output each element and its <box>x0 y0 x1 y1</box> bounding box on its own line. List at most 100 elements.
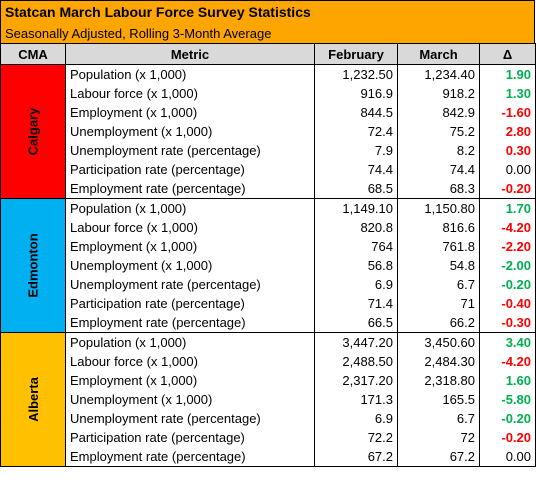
metric-cell[interactable]: Participation rate (percentage) <box>65 294 315 313</box>
table-row: Edmonton Population (x 1,000) 1,149.10 1,15… <box>0 198 536 333</box>
march-cell[interactable]: 1,234.40 <box>397 64 480 84</box>
february-cell[interactable]: 6.9 <box>314 275 398 294</box>
metric-cell[interactable]: Employment (x 1,000) <box>65 371 315 390</box>
march-cell[interactable]: 8.2 <box>397 141 480 160</box>
metric-cell[interactable]: Participation rate (percentage) <box>65 160 315 179</box>
february-cell[interactable]: 6.9 <box>314 409 398 428</box>
table-row: Unemployment (x 1,000) 72.4 75.2 2.80 <box>1 122 536 141</box>
header-row: CMA Metric February March Δ <box>0 43 536 65</box>
header-metric[interactable]: Metric <box>65 43 315 65</box>
metric-cell[interactable]: Employment rate (percentage) <box>65 447 315 467</box>
march-cell[interactable]: 2,318.80 <box>397 371 480 390</box>
delta-cell[interactable]: -5.80 <box>479 390 536 409</box>
metric-cell[interactable]: Employment rate (percentage) <box>65 179 315 199</box>
march-cell[interactable]: 71 <box>397 294 480 313</box>
delta-cell[interactable]: 3.40 <box>479 332 536 352</box>
march-cell[interactable]: 72 <box>397 428 480 447</box>
february-cell[interactable]: 74.4 <box>314 160 398 179</box>
delta-cell[interactable]: 1.70 <box>479 198 536 218</box>
metric-cell[interactable]: Unemployment rate (percentage) <box>65 141 315 160</box>
february-cell[interactable]: 3,447.20 <box>314 332 398 352</box>
metric-cell[interactable]: Labour force (x 1,000) <box>65 218 315 237</box>
delta-cell[interactable]: 0.30 <box>479 141 536 160</box>
march-cell[interactable]: 54.8 <box>397 256 480 275</box>
february-cell[interactable]: 916.9 <box>314 84 398 103</box>
delta-cell[interactable]: -2.00 <box>479 256 536 275</box>
sheet-subtitle[interactable]: Seasonally Adjusted, Rolling 3-Month Ave… <box>5 26 272 41</box>
march-cell[interactable]: 66.2 <box>397 313 480 333</box>
delta-cell[interactable]: -0.20 <box>479 179 536 199</box>
march-cell[interactable]: 816.6 <box>397 218 480 237</box>
sheet-title[interactable]: Statcan March Labour Force Survey Statis… <box>5 4 311 20</box>
february-cell[interactable]: 1,232.50 <box>314 64 398 84</box>
february-cell[interactable]: 72.4 <box>314 122 398 141</box>
metric-cell[interactable]: Unemployment rate (percentage) <box>65 409 315 428</box>
metric-cell[interactable]: Population (x 1,000) <box>65 332 315 352</box>
february-cell[interactable]: 7.9 <box>314 141 398 160</box>
delta-cell[interactable]: 0.00 <box>479 160 536 179</box>
march-cell[interactable]: 918.2 <box>397 84 480 103</box>
delta-cell[interactable]: -1.60 <box>479 103 536 122</box>
march-cell[interactable]: 67.2 <box>397 447 480 467</box>
march-cell[interactable]: 1,150.80 <box>397 198 480 218</box>
delta-cell[interactable]: -0.40 <box>479 294 536 313</box>
february-cell[interactable]: 67.2 <box>314 447 398 467</box>
metric-cell[interactable]: Unemployment (x 1,000) <box>65 256 315 275</box>
delta-cell[interactable]: -0.20 <box>479 428 536 447</box>
delta-cell[interactable]: 1.60 <box>479 371 536 390</box>
february-cell[interactable]: 1,149.10 <box>314 198 398 218</box>
march-cell[interactable]: 74.4 <box>397 160 480 179</box>
delta-cell[interactable]: 0.00 <box>479 447 536 467</box>
header-march[interactable]: March <box>397 43 480 65</box>
march-cell[interactable]: 6.7 <box>397 409 480 428</box>
delta-cell[interactable]: -0.20 <box>479 275 536 294</box>
metric-cell[interactable]: Labour force (x 1,000) <box>65 84 315 103</box>
march-cell[interactable]: 6.7 <box>397 275 480 294</box>
metric-cell[interactable]: Labour force (x 1,000) <box>65 352 315 371</box>
delta-cell[interactable]: -4.20 <box>479 352 536 371</box>
march-cell[interactable]: 165.5 <box>397 390 480 409</box>
march-cell[interactable]: 3,450.60 <box>397 332 480 352</box>
table-row: Employment (x 1,000) 2,317.20 2,318.80 1.60 <box>1 371 536 390</box>
metric-cell[interactable]: Unemployment (x 1,000) <box>65 122 315 141</box>
delta-cell[interactable]: -2.20 <box>479 237 536 256</box>
march-cell[interactable]: 2,484.30 <box>397 352 480 371</box>
february-cell[interactable]: 56.8 <box>314 256 398 275</box>
header-cma[interactable]: CMA <box>0 43 66 65</box>
metric-cell[interactable]: Participation rate (percentage) <box>65 428 315 447</box>
metric-cell[interactable]: Population (x 1,000) <box>65 64 315 84</box>
cma-cell-alberta[interactable]: Alberta <box>0 332 66 467</box>
table-row: Participation rate (percentage) 72.2 72 -0.… <box>1 428 536 447</box>
header-delta[interactable]: Δ <box>479 43 536 65</box>
delta-cell[interactable]: -0.30 <box>479 313 536 333</box>
metric-cell[interactable]: Employment (x 1,000) <box>65 103 315 122</box>
february-cell[interactable]: 844.5 <box>314 103 398 122</box>
cma-cell-edmonton[interactable]: Edmonton <box>0 198 66 333</box>
delta-cell[interactable]: 2.80 <box>479 122 536 141</box>
delta-cell[interactable]: 1.90 <box>479 64 536 84</box>
delta-cell[interactable]: -4.20 <box>479 218 536 237</box>
february-cell[interactable]: 66.5 <box>314 313 398 333</box>
february-cell[interactable]: 2,317.20 <box>314 371 398 390</box>
delta-cell[interactable]: -0.20 <box>479 409 536 428</box>
metric-cell[interactable]: Employment (x 1,000) <box>65 237 315 256</box>
metric-cell[interactable]: Unemployment (x 1,000) <box>65 390 315 409</box>
delta-cell[interactable]: 1.30 <box>479 84 536 103</box>
february-cell[interactable]: 171.3 <box>314 390 398 409</box>
february-cell[interactable]: 820.8 <box>314 218 398 237</box>
february-cell[interactable]: 68.5 <box>314 179 398 199</box>
metric-cell[interactable]: Employment rate (percentage) <box>65 313 315 333</box>
february-cell[interactable]: 2,488.50 <box>314 352 398 371</box>
header-february[interactable]: February <box>314 43 398 65</box>
march-cell[interactable]: 761.8 <box>397 237 480 256</box>
february-cell[interactable]: 764 <box>314 237 398 256</box>
march-cell[interactable]: 75.2 <box>397 122 480 141</box>
metric-cell[interactable]: Population (x 1,000) <box>65 198 315 218</box>
march-cell[interactable]: 68.3 <box>397 179 480 199</box>
march-cell[interactable]: 842.9 <box>397 103 480 122</box>
metric-cell[interactable]: Unemployment rate (percentage) <box>65 275 315 294</box>
cma-cell-calgary[interactable]: Calgary <box>0 64 66 199</box>
february-cell[interactable]: 72.2 <box>314 428 398 447</box>
february-cell[interactable]: 71.4 <box>314 294 398 313</box>
